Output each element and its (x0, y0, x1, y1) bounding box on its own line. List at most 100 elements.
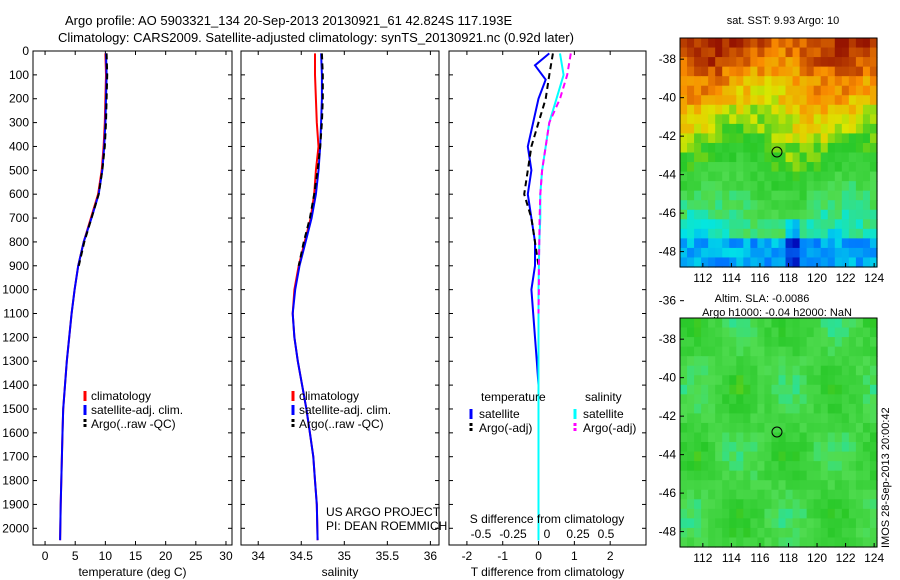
map-cell (778, 57, 787, 68)
map-cell (778, 346, 787, 357)
map-cell (764, 413, 773, 424)
map-cell (757, 95, 766, 106)
map-cell (722, 47, 730, 58)
map-cell (680, 499, 688, 510)
map-cell (736, 47, 744, 58)
map-cell (743, 38, 751, 49)
map-cell (841, 365, 850, 376)
map-cell (813, 181, 822, 192)
map-cell (680, 413, 688, 424)
map-cell (813, 442, 822, 453)
map-cell (715, 413, 723, 424)
map-cell (757, 480, 766, 491)
legend-label: satellite-adj. clim. (91, 403, 183, 417)
map-cell (799, 337, 808, 348)
map-cell (771, 375, 780, 386)
map-cell (841, 66, 850, 77)
map-cell (694, 461, 702, 472)
map-cell (799, 422, 808, 434)
map-cell (687, 384, 695, 395)
map-cell (855, 527, 864, 539)
map-cell (799, 318, 808, 329)
x-tick-label: 34 (252, 549, 266, 563)
map-cell (834, 461, 843, 472)
map-cell (848, 104, 857, 115)
map-cell (848, 257, 857, 268)
map-cell (869, 337, 878, 348)
map-cell (743, 384, 751, 395)
map-cell (757, 133, 766, 144)
map-cell (729, 190, 737, 201)
map-cell (750, 337, 758, 348)
map-cell (799, 451, 808, 462)
map-cell (869, 403, 878, 415)
map-cell (687, 209, 695, 220)
map-cell (806, 209, 815, 220)
y-tick-label: 1400 (2, 378, 29, 392)
map-cell (680, 384, 688, 395)
map-cell (743, 337, 751, 348)
map-cell (827, 152, 836, 163)
map-cell (694, 499, 702, 510)
map-cell (736, 518, 744, 529)
map-cell (799, 238, 808, 249)
map-cell (680, 489, 688, 500)
map-cell (869, 537, 878, 548)
map-cell (778, 162, 787, 173)
map-cell (729, 489, 737, 500)
map-cell (701, 318, 709, 329)
map-cell (862, 356, 871, 367)
map-cell (848, 247, 857, 259)
map-cell (834, 337, 843, 348)
legend-label: satellite-adj. clim. (299, 403, 391, 417)
map-cell (680, 537, 688, 548)
top-x-axis-label: S difference from climatology (470, 512, 625, 526)
map-cell (869, 346, 878, 357)
map-cell (778, 123, 787, 135)
map-cell (806, 162, 815, 173)
map-cell (757, 257, 766, 268)
map-cell (715, 356, 723, 367)
map-cell (729, 247, 737, 259)
map-cell (848, 200, 857, 211)
map-cell (687, 76, 695, 87)
legend-label: Argo(-adj) (583, 421, 636, 435)
map-cell (708, 57, 716, 68)
x-tick-label: 10 (99, 549, 113, 563)
map-cell (771, 66, 780, 77)
map-cell (778, 85, 787, 96)
map-cell (771, 518, 780, 529)
map-cell (715, 57, 723, 68)
map-cell (736, 489, 744, 500)
map-cell (862, 200, 871, 211)
map-cell (778, 480, 787, 491)
map-cell (701, 57, 709, 68)
map-cell (687, 171, 695, 182)
map-cell (834, 47, 843, 58)
map-cell (694, 337, 702, 348)
map-cell (792, 162, 801, 173)
map-cell (813, 461, 822, 472)
map-cell (799, 518, 808, 529)
map-cell (820, 200, 829, 211)
map-cell (792, 356, 801, 367)
map-cell (701, 422, 709, 434)
map-cell (722, 152, 730, 163)
map-cell (680, 257, 688, 268)
map-cell (708, 209, 716, 220)
map-cell (743, 403, 751, 415)
map-cell (708, 442, 716, 453)
map-cell (869, 104, 878, 115)
map-cell (715, 85, 723, 96)
map-cell (680, 432, 688, 443)
map-cell (680, 209, 688, 220)
map-cell (792, 228, 801, 239)
map-cell (806, 480, 815, 491)
map-cell (687, 95, 695, 106)
map-cell (827, 327, 836, 338)
map-cell (799, 432, 808, 443)
map-cell (715, 499, 723, 510)
map-cell (778, 518, 787, 529)
map-cell (855, 442, 864, 453)
map-cell (869, 394, 878, 405)
